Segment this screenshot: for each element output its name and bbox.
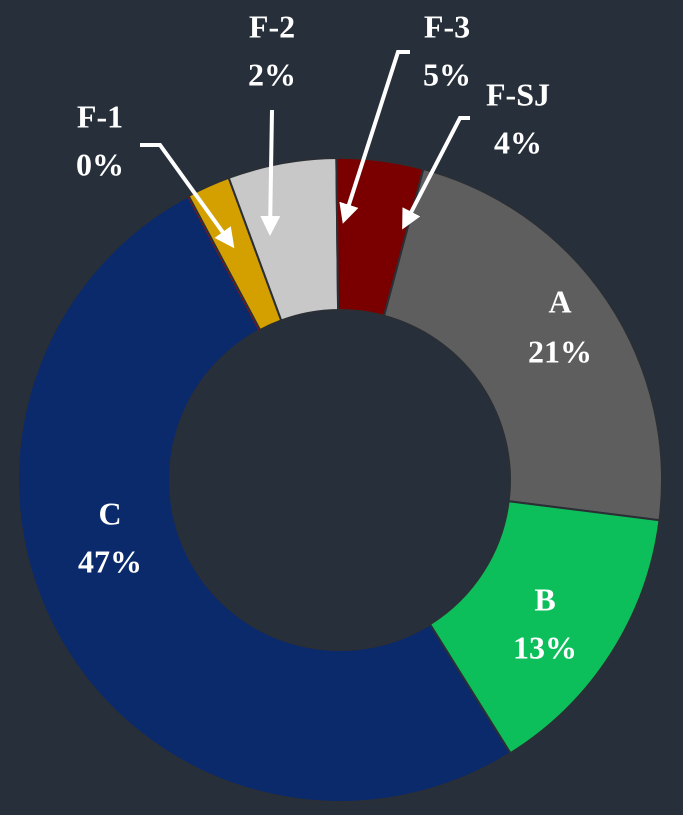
slice [17,194,512,803]
leader-line [402,116,470,230]
slice [382,167,663,522]
category-label: F-SJ [486,76,550,112]
leader-lines [140,50,470,249]
value-label: 4% [494,124,542,160]
labels: A 21% B 13% C 47% F-1 0% F-2 2% F-3 5% F-SJ 4% [76,8,592,665]
category-label: C [98,495,121,531]
donut [17,157,663,803]
slice [428,500,661,755]
value-label: 13% [513,629,577,665]
category-label: A [548,283,571,319]
category-label: F-3 [424,8,470,44]
leader-line [260,109,281,236]
value-label: 47% [78,543,142,579]
leader-line [140,143,235,249]
value-label: 21% [528,333,592,369]
category-label: B [534,581,555,617]
value-label: 2% [248,56,296,92]
value-label: 0% [76,146,124,182]
value-label: 5% [423,56,471,92]
category-label: F-1 [77,98,123,134]
category-label: F-2 [249,8,295,44]
leader-line [339,50,410,224]
